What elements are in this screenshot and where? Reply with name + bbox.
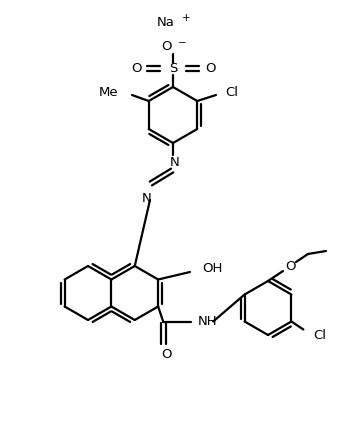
Text: O: O	[206, 61, 216, 74]
Text: NH: NH	[198, 315, 218, 328]
Text: Na: Na	[157, 16, 175, 29]
Text: O: O	[161, 348, 171, 361]
Text: −: −	[178, 38, 187, 48]
Text: OH: OH	[202, 262, 222, 275]
Text: +: +	[182, 13, 191, 23]
Text: Cl: Cl	[314, 329, 327, 342]
Text: N: N	[170, 156, 180, 169]
Text: O: O	[162, 41, 172, 54]
Text: S: S	[169, 61, 177, 74]
Text: O: O	[285, 259, 295, 272]
Text: Me: Me	[98, 87, 118, 100]
Text: O: O	[131, 61, 141, 74]
Text: N: N	[142, 193, 152, 206]
Text: Cl: Cl	[225, 87, 238, 100]
